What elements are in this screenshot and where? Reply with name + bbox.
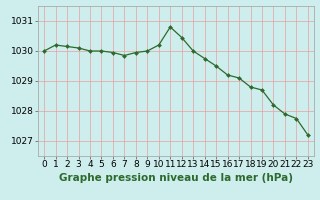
X-axis label: Graphe pression niveau de la mer (hPa): Graphe pression niveau de la mer (hPa): [59, 173, 293, 183]
